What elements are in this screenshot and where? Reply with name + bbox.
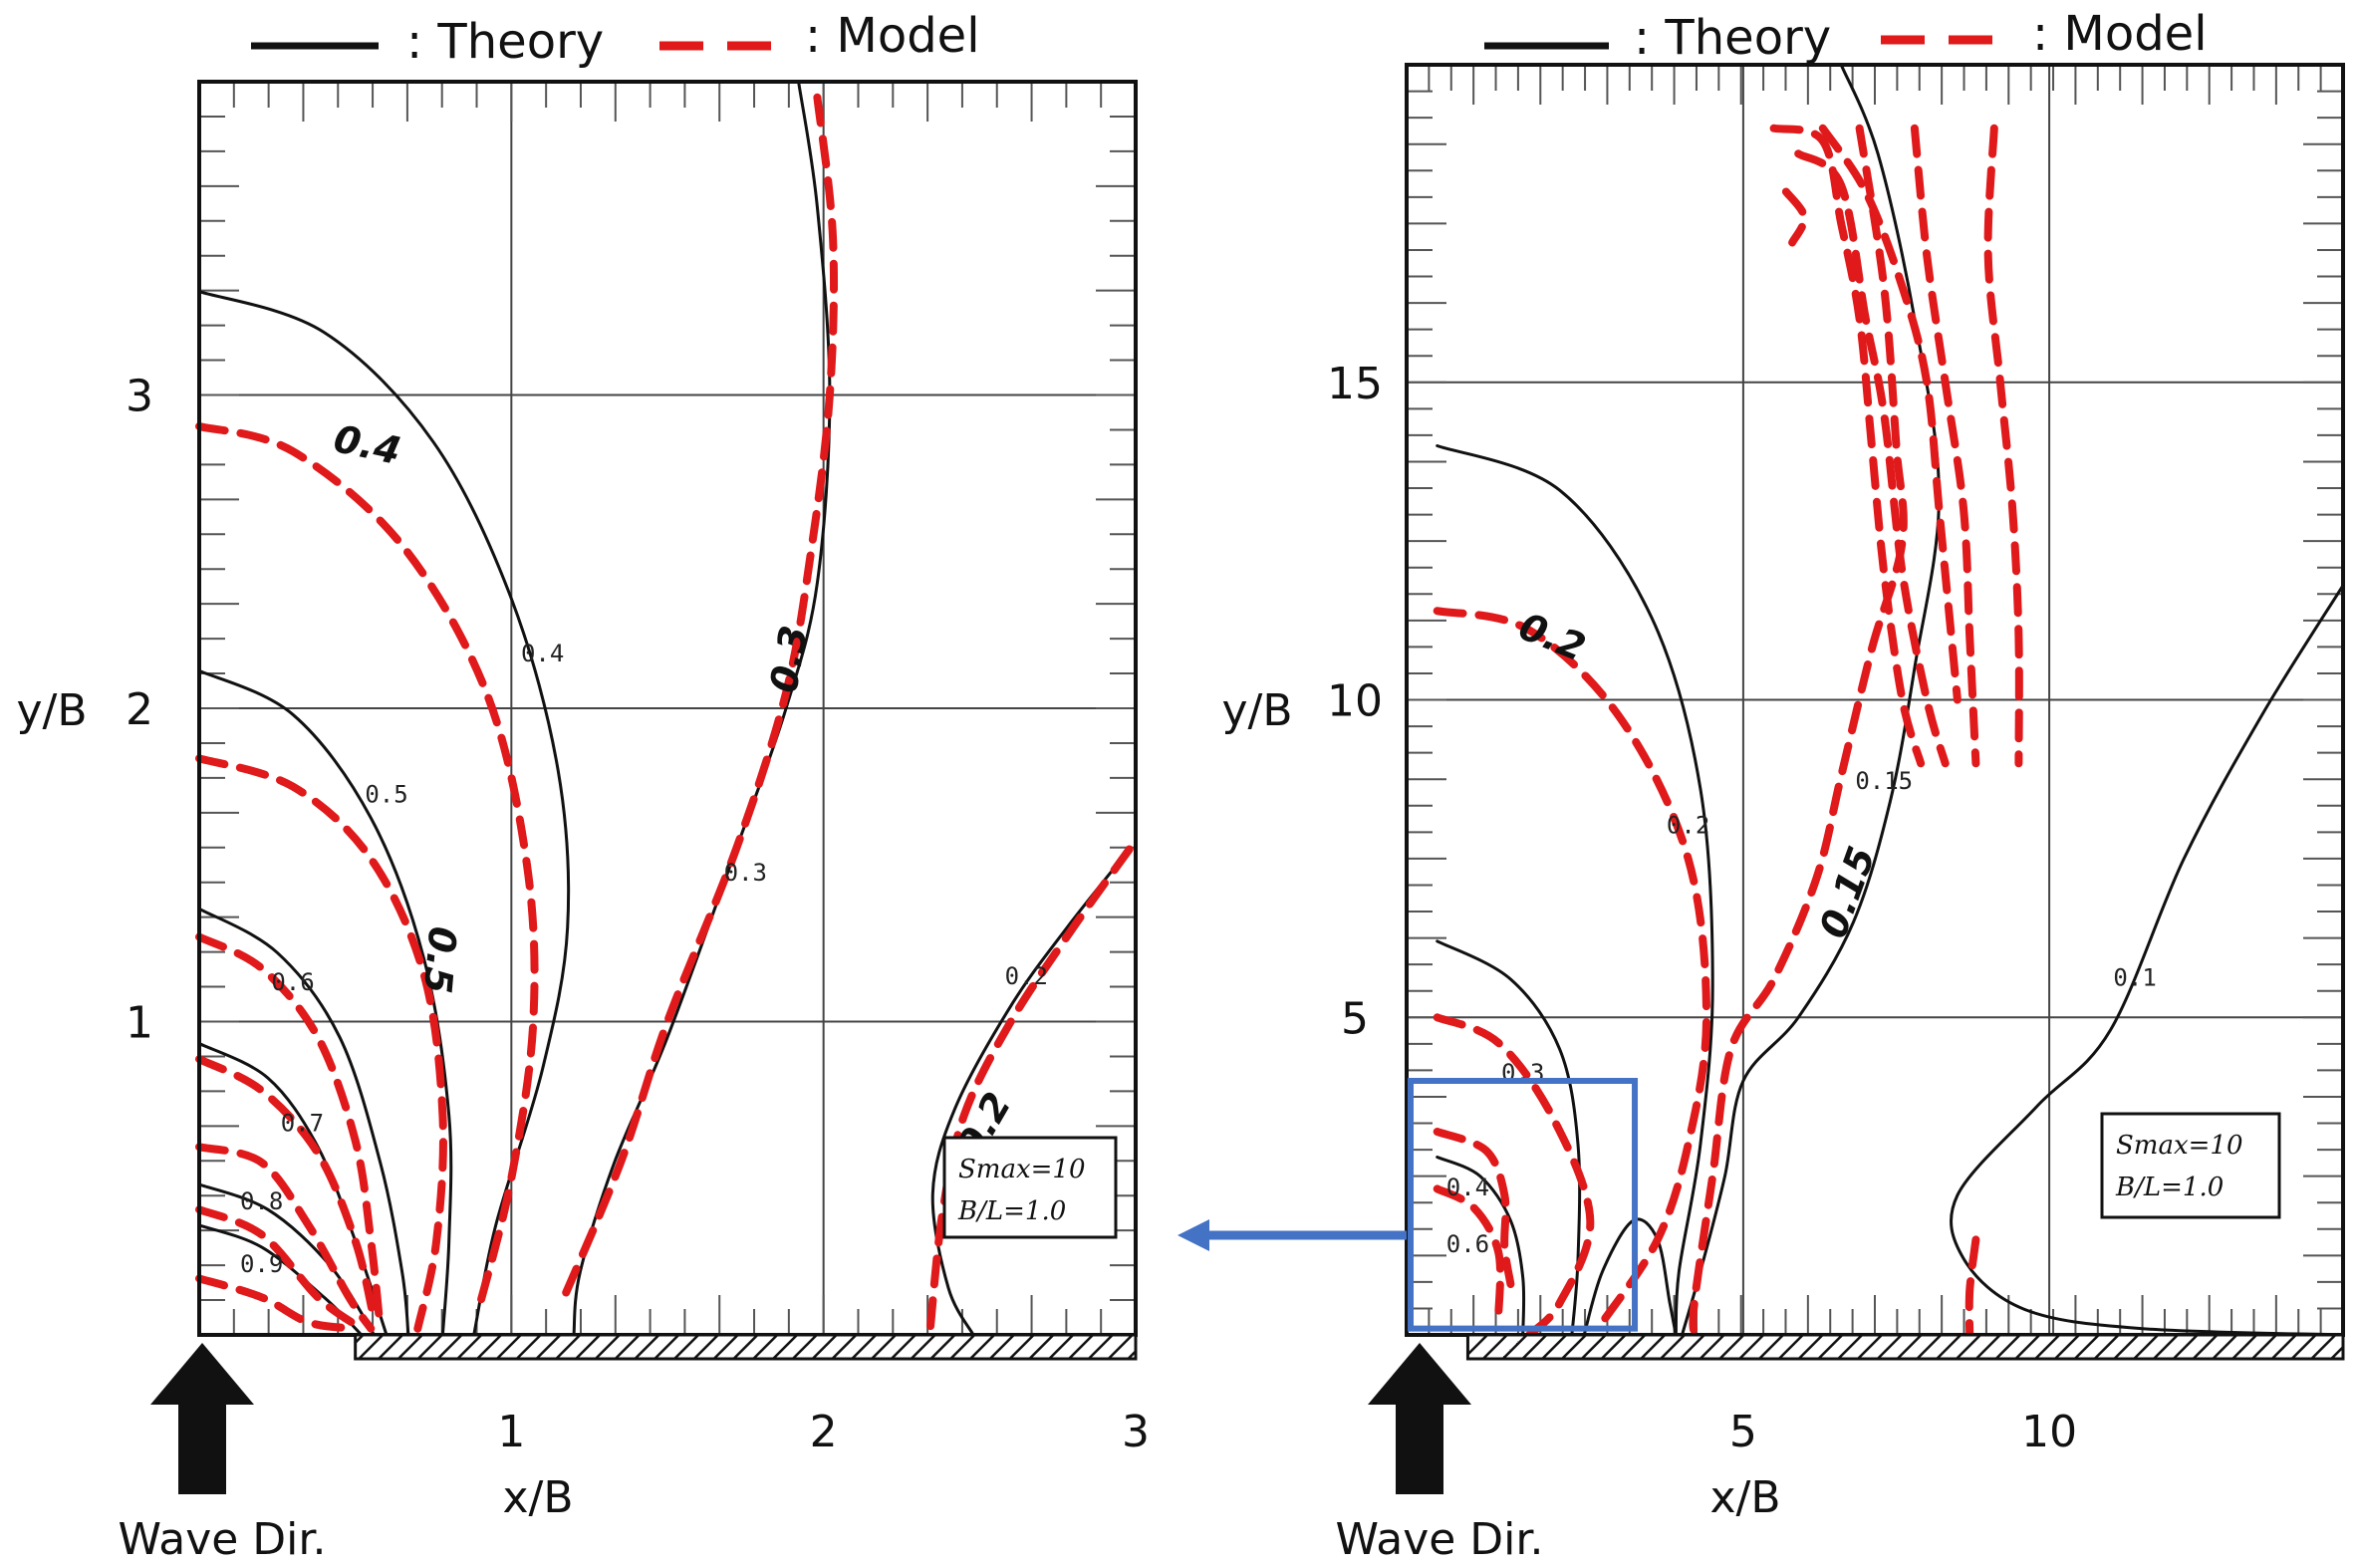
model-contour-label: 0.15 — [1811, 841, 1884, 943]
theory-contour-0.1 — [1950, 584, 2345, 1337]
right-info-smax: Smax=10 — [2116, 1131, 2243, 1161]
y-tick-label: 15 — [1327, 359, 1383, 409]
model-contour-0.15b — [1769, 124, 1926, 768]
x-tick-label: 3 — [1122, 1407, 1150, 1457]
theory-contour-label: 0.2 — [1005, 962, 1048, 990]
right-y-axis-label: y/B — [1221, 685, 1292, 736]
left-info-smax: Smax=10 — [958, 1155, 1086, 1184]
right-breakwater — [1465, 1333, 2345, 1361]
theory-contour-label: 0.6 — [1446, 1230, 1489, 1258]
model-contour-0.12 — [1964, 1235, 1980, 1339]
theory-contour-label: 0.15 — [1855, 767, 1913, 795]
right-theory-contours — [1436, 63, 2345, 1337]
left-breakwater — [354, 1333, 1138, 1361]
model-contour-0.55 — [195, 932, 385, 1333]
right-info-frame — [2100, 1112, 2281, 1219]
theory-contour-label: 0.1 — [2113, 963, 2156, 991]
model-contour-0.15 — [1689, 124, 1908, 1339]
right-wave-direction-arrow-icon — [1368, 1343, 1471, 1494]
right-grid — [1407, 65, 2343, 1335]
theory-contour-label: 0.2 — [1667, 811, 1709, 839]
right-tick-labels: 5 10 5 10 15 — [1327, 359, 2077, 1457]
left-tick-labels: 1 2 3 1 2 3 — [126, 372, 1150, 1458]
legend-model-label: : Model — [805, 8, 980, 64]
legend-right: : Theory : Model — [1484, 6, 2208, 66]
zoom-connector-arrow — [1178, 1219, 1407, 1251]
theory-contour-0.5 — [197, 668, 453, 1337]
left-y-axis-label: y/B — [16, 685, 87, 736]
left-wave-direction-arrow-icon — [150, 1343, 254, 1494]
model-contour-0.5 — [195, 754, 447, 1333]
model-contour-0.2 — [1433, 607, 1711, 1327]
legend-theory-label: : Theory — [406, 14, 604, 70]
theory-contour-0.25 — [1582, 1217, 1678, 1337]
left-info-frame — [942, 1136, 1118, 1239]
model-contour-0.9 — [195, 1274, 360, 1333]
model-contour-0.8 — [195, 1205, 366, 1333]
right-contour-plot: 0.20.150.10.30.40.6 0.20.15 Smax=10 B/L=… — [1221, 63, 2345, 1565]
left-theory-labels: 0.4 0.5 0.3 0.6 0.7 0.8 0.9 0.2 — [240, 640, 1048, 1278]
model-contour-0.7 — [195, 1143, 376, 1333]
model-contour-0.15d — [1818, 124, 1962, 704]
model-contour-0.15g — [1781, 187, 1809, 247]
right-info-bl: B/L=1.0 — [2115, 1173, 2224, 1202]
model-contour-0.15e — [1910, 124, 1980, 768]
zoom-region-box — [1408, 1078, 1639, 1332]
x-tick-label: 2 — [810, 1407, 838, 1457]
x-tick-label: 1 — [497, 1407, 525, 1457]
theory-contour-0.15 — [1681, 63, 1942, 1337]
left-info-bl: B/L=1.0 — [957, 1196, 1066, 1226]
theory-contour-0.4 — [1436, 1156, 1526, 1337]
right-theory-labels: 0.20.150.10.30.40.6 — [1446, 767, 2157, 1258]
left-x-axis-label: x/B — [502, 1472, 573, 1523]
right-info-box: Smax=10 B/L=1.0 — [2100, 1112, 2281, 1219]
model-contour-0.2 — [925, 845, 1134, 1339]
y-tick-label: 5 — [1341, 993, 1369, 1044]
model-contour-0.35 — [1433, 1128, 1515, 1288]
x-tick-label: 10 — [2021, 1407, 2077, 1457]
theory-contour-label: 0.8 — [240, 1187, 283, 1215]
left-model-labels: 0.40.30.50.2 — [330, 416, 1019, 1165]
model-contour-0.6 — [195, 1055, 379, 1324]
theory-contour-0.6 — [197, 907, 410, 1337]
theory-contour-0.3 — [1436, 939, 1582, 1337]
left-wave-direction-label: Wave Dir. — [119, 1514, 327, 1565]
model-contour-label: 0.4 — [330, 416, 404, 473]
y-tick-label: 2 — [126, 684, 153, 735]
theory-contour-label: 0.7 — [281, 1110, 324, 1138]
left-model-contours — [195, 93, 1134, 1339]
theory-contour-label: 0.3 — [724, 859, 767, 887]
theory-contour-label: 0.9 — [240, 1250, 283, 1278]
model-contour-0.4 — [1433, 1184, 1505, 1320]
model-contour-label: 0.3 — [761, 623, 816, 696]
y-tick-label: 1 — [126, 998, 153, 1049]
arrow-left-icon — [1178, 1219, 1209, 1251]
theory-contour-label: 0.4 — [1446, 1174, 1489, 1201]
right-model-contours — [1433, 124, 2023, 1339]
left-contour-plot: 0.4 0.5 0.3 0.6 0.7 0.8 0.9 0.2 0.4 0.3 0.5 0.2 Sm… — [16, 80, 1150, 1565]
model-contour-0.3 — [557, 93, 839, 1308]
legend-theory-label: : Theory — [1634, 10, 1831, 66]
theory-contour-label: 0.6 — [271, 968, 314, 996]
legend-left: : Theory : Model — [251, 8, 980, 70]
right-x-axis-label: x/B — [1709, 1472, 1780, 1523]
model-contour-0.15f — [1983, 124, 2023, 768]
x-tick-label: 5 — [1729, 1407, 1757, 1457]
model-contour-label: 0.2 — [1513, 604, 1592, 669]
theory-contour-0.2 — [1436, 444, 1714, 1337]
model-contour-0.4 — [195, 422, 539, 1308]
model-contour-0.15c — [1794, 149, 1950, 768]
legend-model-label: : Model — [2032, 6, 2208, 62]
model-contour-0.3 — [1433, 1013, 1595, 1339]
y-tick-label: 10 — [1327, 676, 1383, 727]
right-wave-direction-label: Wave Dir. — [1336, 1514, 1544, 1565]
left-info-box: Smax=10 B/L=1.0 — [942, 1136, 1118, 1239]
model-contour-label: 0.5 — [415, 924, 465, 995]
theory-contour-label: 0.5 — [365, 780, 407, 808]
y-tick-label: 3 — [126, 372, 153, 422]
theory-contour-label: 0.4 — [521, 640, 564, 667]
theory-contour-0.2 — [930, 848, 1132, 1337]
